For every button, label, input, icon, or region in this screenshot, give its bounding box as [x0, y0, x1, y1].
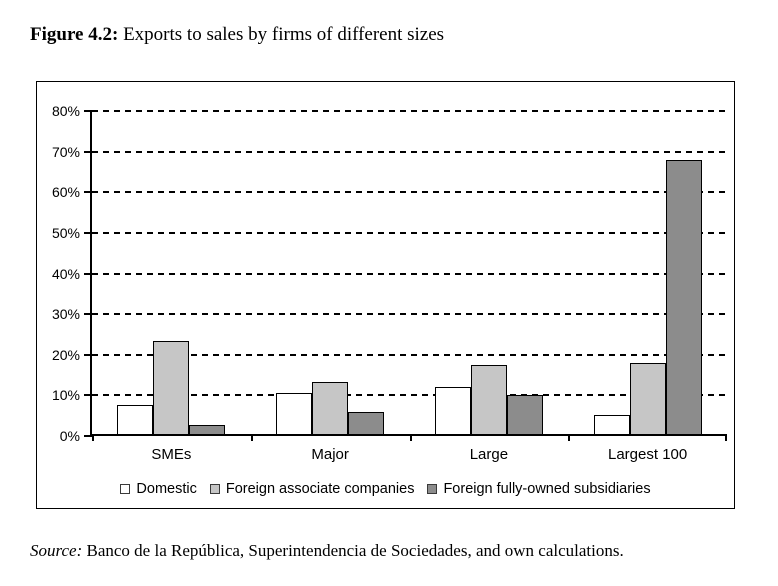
y-axis-label-50: 50%	[51, 224, 80, 241]
x-axis-tick-4	[725, 434, 727, 441]
y-axis-label-60: 60%	[51, 184, 80, 201]
y-axis-label-30: 30%	[51, 306, 80, 323]
source-text: Banco de la República, Superintendencia …	[82, 541, 624, 560]
legend-label-foreign-associate-companies: Foreign associate companies	[225, 481, 415, 497]
legend-item-domestic: Domestic	[120, 481, 197, 497]
y-axis-tick-50	[84, 231, 92, 234]
x-axis-tick-0	[92, 434, 94, 441]
y-axis-tick-60	[84, 191, 92, 194]
bar-foreign-associate-companies-smes	[153, 340, 190, 434]
figure-title: Figure 4.2: Exports to sales by firms of…	[30, 24, 444, 46]
y-axis-label-10: 10%	[51, 387, 80, 404]
bar-foreign-fully-owned-subsidiaries-major	[348, 411, 385, 434]
bar-domestic-largest-100	[593, 415, 630, 434]
y-axis-tick-80	[84, 110, 92, 112]
bar-group-large	[410, 111, 569, 434]
category-label-largest-100: Largest 100	[608, 446, 688, 463]
figure-number: Figure 4.2:	[30, 24, 119, 45]
gridline-80	[92, 110, 725, 112]
source-label: Source:	[30, 541, 83, 560]
legend-swatch-foreign-associate-companies	[209, 484, 220, 494]
x-axis-tick-3	[568, 434, 571, 441]
y-axis-tick-0	[84, 435, 92, 437]
bar-foreign-fully-owned-subsidiaries-large	[506, 394, 543, 434]
bar-foreign-fully-owned-subsidiaries-largest-100	[665, 159, 702, 434]
x-axis-tick-2	[409, 434, 412, 441]
bar-foreign-associate-companies-major	[312, 382, 349, 434]
gridline-40	[92, 272, 725, 275]
y-axis-label-70: 70%	[51, 143, 80, 160]
bar-group-major	[251, 111, 410, 434]
bar-foreign-associate-companies-largest-100	[629, 362, 666, 434]
y-axis-tick-30	[84, 313, 92, 316]
gridline-70	[92, 150, 725, 153]
bar-domestic-large	[434, 386, 471, 434]
y-axis-label-0: 0%	[59, 428, 80, 444]
source-note: Source: Banco de la República, Superinte…	[30, 541, 624, 561]
figure-caption: Exports to sales by firms of different s…	[118, 24, 445, 45]
category-label-major: Major	[311, 446, 349, 463]
chart-frame: 0% 10% 20% 30% 40% 50% 60% 70% 80% SMEs Major Large…	[36, 81, 735, 509]
legend-item-foreign-associate-companies: Foreign associate companies	[209, 481, 415, 497]
legend-swatch-domestic	[120, 484, 131, 494]
gridline-50	[92, 231, 725, 234]
legend-item-foreign-fully-owned-subsidiaries: Foreign fully-owned subsidiaries	[427, 481, 651, 497]
bar-group-smes	[92, 111, 251, 434]
bar-domestic-major	[276, 393, 313, 434]
category-label-large: Large	[469, 446, 509, 463]
y-axis-tick-70	[84, 150, 92, 153]
chart-legend: Domestic Foreign associate companies Forei…	[37, 481, 734, 497]
gridline-10	[92, 394, 725, 397]
y-axis-tick-10	[84, 394, 92, 397]
bar-group-largest-100	[568, 111, 727, 434]
gridline-60	[92, 191, 725, 194]
legend-label-foreign-fully-owned-subsidiaries: Foreign fully-owned subsidiaries	[443, 481, 651, 497]
bar-foreign-fully-owned-subsidiaries-smes	[189, 425, 226, 434]
y-axis-label-20: 20%	[51, 346, 80, 363]
y-axis-tick-40	[84, 272, 92, 275]
legend-label-domestic: Domestic	[136, 481, 197, 497]
gridline-20	[92, 353, 725, 356]
x-axis-tick-1	[250, 434, 253, 441]
bar-foreign-associate-companies-large	[470, 365, 507, 434]
bar-domestic-smes	[117, 404, 154, 434]
y-axis-label-40: 40%	[51, 265, 80, 282]
legend-swatch-foreign-fully-owned-subsidiaries	[427, 484, 438, 494]
gridline-30	[92, 313, 725, 316]
y-axis-tick-20	[84, 353, 92, 356]
y-axis-label-80: 80%	[51, 103, 80, 119]
plot-area: 0% 10% 20% 30% 40% 50% 60% 70% 80% SMEs Major Large…	[52, 104, 727, 463]
category-label-smes: SMEs	[151, 446, 192, 463]
